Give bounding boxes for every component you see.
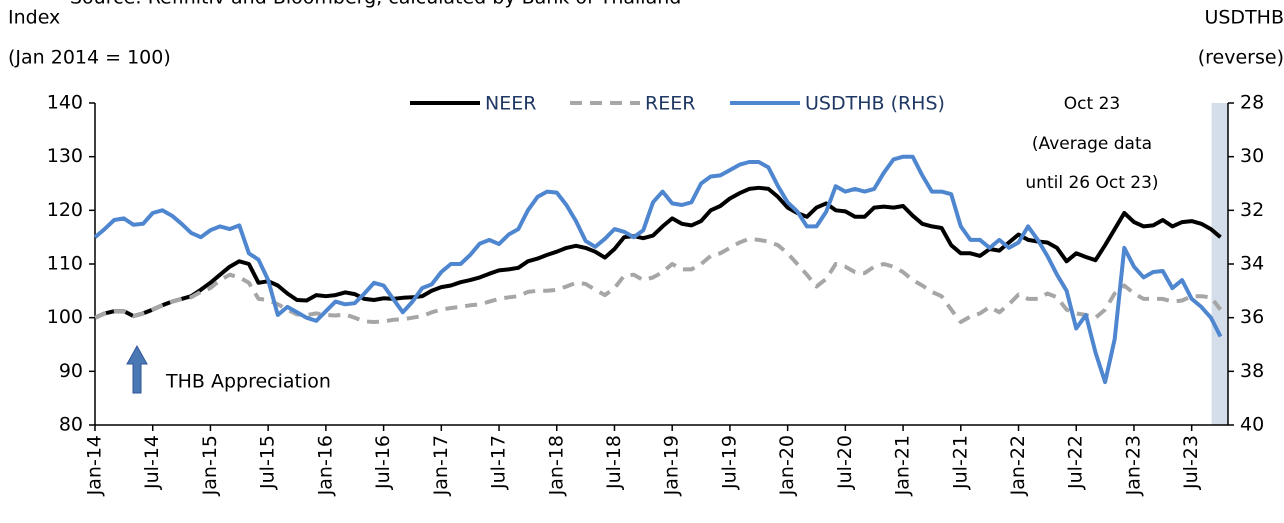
y-axis-title: Index (8, 7, 60, 29)
x-tick-label: Jul-19 (718, 435, 740, 490)
legend-label: REER (645, 93, 695, 115)
y-tick-label: 120 (47, 199, 83, 221)
annotation: Oct 23 (1064, 94, 1120, 114)
series-line (94, 236, 1223, 324)
annotation: until 26 Oct 23) (1025, 173, 1158, 193)
appreciation-arrow (126, 344, 148, 394)
highlight-band (1211, 103, 1228, 425)
x-tick-label: Jul-17 (488, 435, 510, 490)
x-tick-label: Jan-14 (84, 435, 106, 496)
legend-label: USDTHB (RHS) (805, 93, 945, 115)
y2-tick-label: 32 (1240, 199, 1264, 221)
x-tick-label: Jul-22 (1065, 435, 1087, 490)
y2-axis-title: USDTHB (1204, 7, 1284, 29)
y-tick-label: 100 (47, 306, 83, 328)
x-tick-label: Jan-15 (199, 435, 221, 496)
legend-label: NEER (485, 93, 536, 115)
y-tick-label: 80 (59, 414, 83, 436)
x-tick-label: Jan-19 (661, 435, 683, 496)
y2-tick-label: 36 (1240, 306, 1264, 328)
y2-tick-label: 34 (1240, 253, 1264, 275)
y-tick-label: 140 (47, 92, 83, 114)
x-tick-label: Jan-18 (545, 435, 567, 496)
source-note: Source: Refinitiv and Bloomberg, calcula… (70, 0, 681, 9)
y2-tick-label: 28 (1240, 92, 1264, 114)
y2-tick-label: 38 (1240, 360, 1264, 382)
x-tick-label: Jan-16 (314, 435, 336, 496)
x-tick-label: Jul-20 (834, 435, 856, 490)
x-tick-label: Jul-18 (603, 435, 625, 490)
x-tick-label: Jul-16 (372, 435, 394, 490)
y2-tick-label: 30 (1240, 145, 1264, 167)
annotation: (Average data (1032, 134, 1152, 154)
series-line (94, 185, 1222, 320)
series-line (93, 154, 1223, 385)
x-tick-label: Jan-22 (1007, 435, 1029, 496)
x-tick-label: Jul-14 (141, 435, 163, 490)
y-tick-label: 130 (47, 145, 83, 167)
x-tick-label: Jul-23 (1180, 435, 1202, 490)
x-tick-label: Jan-23 (1122, 435, 1144, 496)
x-tick-label: Jan-17 (430, 435, 452, 496)
y-axis-subtitle: (Jan 2014 = 100) (8, 47, 171, 69)
y-tick-label: 90 (59, 360, 83, 382)
annotation: THB Appreciation (165, 371, 331, 393)
y2-tick-label: 40 (1240, 414, 1264, 436)
x-tick-label: Jan-21 (892, 435, 914, 496)
x-tick-label: Jul-21 (949, 435, 971, 490)
x-tick-label: Jul-15 (257, 435, 279, 490)
x-tick-label: Jan-20 (776, 435, 798, 496)
y-tick-label: 110 (47, 253, 83, 275)
y2-axis-subtitle: (reverse) (1198, 47, 1284, 69)
